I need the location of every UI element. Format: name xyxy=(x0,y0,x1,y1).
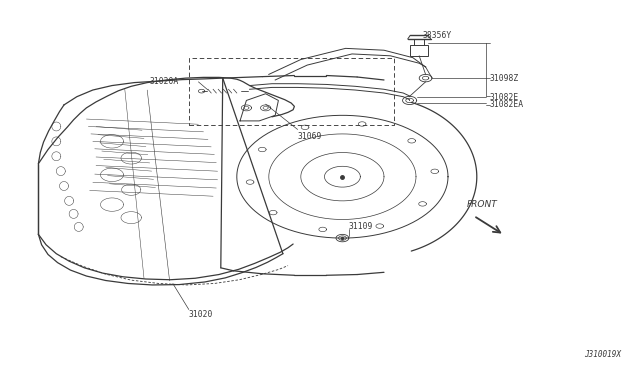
Text: FRONT: FRONT xyxy=(467,200,498,209)
Text: 31109: 31109 xyxy=(349,222,373,231)
Text: 31020: 31020 xyxy=(189,310,213,319)
Text: 38356Y: 38356Y xyxy=(422,31,452,40)
Text: J310019X: J310019X xyxy=(584,350,621,359)
Text: 31069: 31069 xyxy=(298,132,322,141)
Text: 31082EA: 31082EA xyxy=(490,100,524,109)
Text: 31098Z: 31098Z xyxy=(490,74,519,83)
Text: 31082E: 31082E xyxy=(490,93,519,102)
Text: 31020A: 31020A xyxy=(150,77,179,86)
